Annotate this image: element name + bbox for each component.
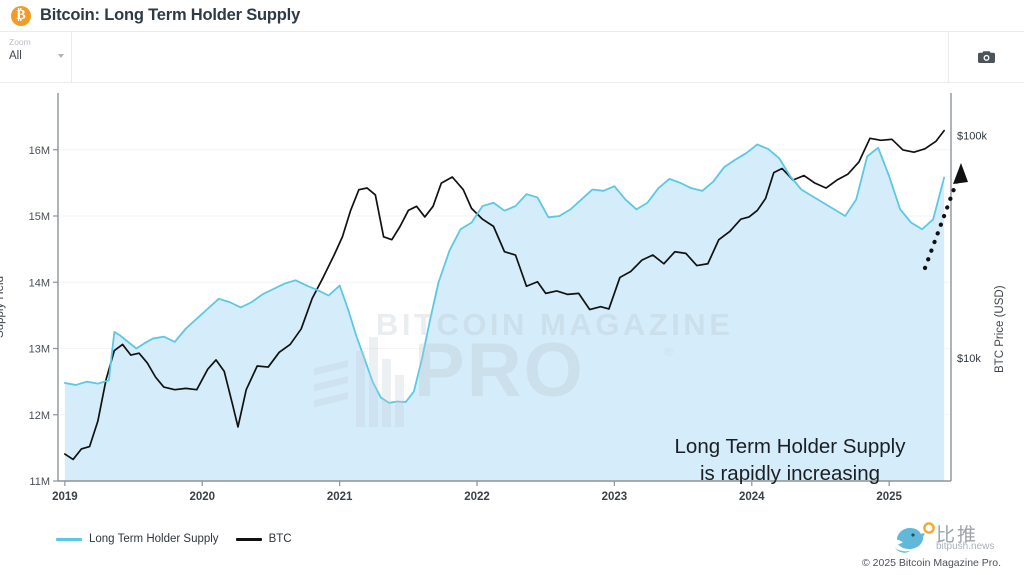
- zoom-label: Zoom: [9, 37, 31, 47]
- svg-text:13M: 13M: [29, 344, 50, 356]
- svg-text:2023: 2023: [602, 491, 628, 503]
- legend-item-btc[interactable]: BTC: [235, 533, 292, 545]
- zoom-control[interactable]: Zoom All: [0, 32, 72, 82]
- svg-text:12M: 12M: [29, 410, 50, 422]
- copyright-notice: © 2025 Bitcoin Magazine Pro.: [862, 557, 1002, 569]
- bitpush-url: bitpush.news: [936, 541, 995, 552]
- bird-icon: [895, 522, 935, 553]
- bitpush-cn-text: 比推: [936, 524, 979, 546]
- legend-swatch-supply: [56, 537, 82, 541]
- svg-text:14M: 14M: [29, 277, 50, 289]
- chart-legend: Long Term Holder Supply BTC: [56, 533, 292, 545]
- legend-label-btc: BTC: [268, 533, 292, 545]
- zoom-select[interactable]: All: [9, 50, 64, 62]
- legend-item-supply[interactable]: Long Term Holder Supply: [56, 533, 219, 545]
- legend-swatch-btc: [235, 537, 262, 541]
- page-title: Bitcoin: Long Term Holder Supply: [40, 6, 301, 24]
- svg-text:16M: 16M: [29, 145, 50, 157]
- chart-canvas: 11M 12M 13M 14M 15M 16M $10k $100k 2019 2020 2021 2…: [29, 93, 987, 503]
- svg-text:2019: 2019: [52, 491, 78, 503]
- svg-text:2024: 2024: [739, 491, 765, 503]
- legend-label-supply: Long Term Holder Supply: [89, 533, 219, 545]
- zoom-value: All: [9, 49, 22, 62]
- svg-text:$10k: $10k: [957, 353, 981, 365]
- bitpush-watermark: 比推 bitpush.news: [893, 520, 1013, 560]
- page-header: ₿ Bitcoin: Long Term Holder Supply: [0, 0, 1024, 31]
- svg-text:2025: 2025: [876, 491, 902, 503]
- bitcoin-icon: ₿: [11, 5, 31, 26]
- chart-toolbar: Zoom All: [0, 31, 1024, 83]
- chevron-down-icon: [58, 53, 64, 58]
- svg-text:$100k: $100k: [957, 130, 987, 142]
- snapshot-button[interactable]: [949, 32, 1024, 82]
- svg-text:2021: 2021: [327, 491, 353, 503]
- toolbar-spacer: [72, 32, 949, 82]
- svg-text:2022: 2022: [464, 491, 490, 503]
- chart-plot-area[interactable]: Supply Held BTC Price (USD) 11M 12M 13M 14M…: [0, 83, 1024, 515]
- svg-text:15M: 15M: [29, 211, 50, 223]
- camera-icon: [978, 51, 995, 63]
- svg-text:11M: 11M: [29, 476, 50, 488]
- svg-text:2020: 2020: [189, 491, 215, 503]
